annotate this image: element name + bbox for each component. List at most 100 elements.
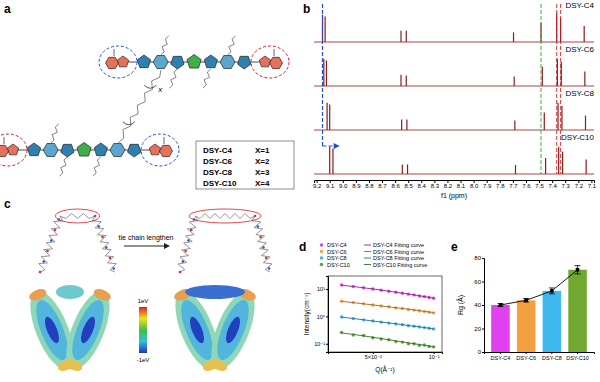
tick-label: DSY-C4 — [491, 355, 511, 361]
peak — [400, 75, 401, 86]
fit-line — [342, 301, 434, 312]
ring — [0, 145, 9, 156]
ring — [220, 56, 235, 69]
tick: 0 — [478, 349, 484, 355]
tick: 60 — [474, 279, 484, 285]
peak — [406, 31, 407, 42]
legend-key — [320, 263, 323, 266]
atom — [54, 229, 57, 232]
atom — [42, 260, 45, 263]
tick: 7.4 — [548, 180, 557, 189]
atom — [105, 246, 108, 249]
side-chain — [169, 69, 177, 88]
atom — [187, 239, 190, 242]
peak — [514, 76, 515, 86]
tick-label: 60 — [474, 279, 481, 285]
tick-label: 8.5 — [405, 183, 414, 189]
tick: 10¹ — [317, 286, 328, 292]
surface — [92, 287, 112, 303]
ring — [117, 56, 128, 67]
legend-name: DSY-C6 — [203, 157, 232, 166]
end-group-highlight — [0, 134, 27, 166]
baseline — [314, 42, 594, 43]
y-axis-title: Rg (Å) — [456, 295, 465, 315]
atom — [262, 246, 265, 249]
legend-label: DSY-C8 — [327, 255, 347, 261]
tick-label: 10⁻¹ — [429, 354, 440, 360]
nmr-chart: 9.29.19.08.98.88.78.68.58.48.38.28.18.07… — [313, 1, 597, 200]
point — [340, 331, 343, 334]
baseline — [314, 130, 594, 131]
x-axis: DSY-C4DSY-C6DSY-C8DSY-C10 — [485, 352, 595, 361]
atom — [257, 225, 260, 228]
tick-label: 7.3 — [562, 183, 571, 189]
tick: 7.1 — [588, 180, 597, 189]
side-chain — [228, 36, 236, 55]
tick: 5×10⁻² — [365, 352, 382, 360]
plot-area — [314, 4, 594, 174]
tick-mark — [551, 352, 552, 354]
marker — [499, 303, 503, 307]
fit-line — [342, 285, 434, 298]
tick-label: 8.7 — [378, 183, 387, 189]
molecule-skeleton — [92, 216, 116, 272]
tie-chain — [195, 214, 255, 219]
side-chain — [59, 157, 67, 176]
tick-label: 10⁻¹ — [314, 341, 325, 347]
tick-label: 10⁰ — [317, 314, 326, 320]
peak — [402, 164, 403, 174]
side-chain — [51, 124, 59, 143]
surface — [42, 315, 62, 345]
bridge-surface — [56, 285, 84, 299]
peak — [585, 116, 586, 130]
panel-label: d — [299, 240, 306, 254]
y-axis: 10⁻¹ 10⁰ 10¹ — [314, 277, 328, 353]
marker — [576, 268, 580, 272]
tick-label: 7.7 — [509, 183, 518, 189]
ring — [270, 57, 283, 68]
peak — [406, 75, 407, 86]
surface — [66, 296, 110, 364]
tick-mark — [326, 316, 328, 317]
fit-line — [342, 317, 434, 329]
surface — [28, 287, 48, 303]
peak — [562, 152, 563, 174]
side-chain — [161, 36, 169, 55]
tick-label: 9.0 — [339, 183, 348, 189]
peak — [561, 106, 562, 130]
panel-label: c — [4, 197, 11, 211]
tick: 7.9 — [483, 180, 492, 189]
x-axis: 9.29.19.08.98.88.78.68.58.48.38.28.18.07… — [313, 180, 597, 189]
tick-mark — [482, 352, 484, 353]
legend-box — [196, 141, 294, 189]
atom — [182, 260, 185, 263]
tick-label: 8.3 — [431, 183, 440, 189]
bond — [114, 49, 115, 56]
series-label: DSY-C10 — [561, 133, 595, 142]
series-label: DSY-C6 — [565, 45, 594, 54]
ring — [106, 57, 119, 68]
tick: 8.9 — [352, 180, 361, 189]
tick: DSY-C4 — [491, 352, 511, 361]
panel-label: e — [451, 240, 458, 254]
peak — [323, 59, 324, 86]
surface — [64, 357, 84, 373]
color-bar — [139, 307, 147, 353]
peak — [542, 67, 543, 86]
error-bar — [575, 266, 581, 274]
tick: 8.2 — [444, 180, 453, 189]
baseline — [314, 86, 594, 87]
tick-label: 8.4 — [418, 183, 427, 189]
structure-diagram: xDSY-C4X=1DSY-C6X=2DSY-C8X=3DSY-C10X=4 — [0, 36, 294, 189]
legend-key — [364, 251, 371, 252]
guide-line — [560, 4, 561, 174]
tick: DSY-C8 — [542, 352, 562, 361]
tick: 7.7 — [509, 180, 518, 189]
tick-label: 9.1 — [326, 183, 335, 189]
peak — [407, 164, 408, 174]
tick-label: 8.8 — [365, 183, 374, 189]
plot-area — [491, 266, 587, 352]
peak — [557, 103, 558, 130]
peak — [584, 26, 585, 42]
tick: 10⁻¹ — [314, 341, 328, 347]
